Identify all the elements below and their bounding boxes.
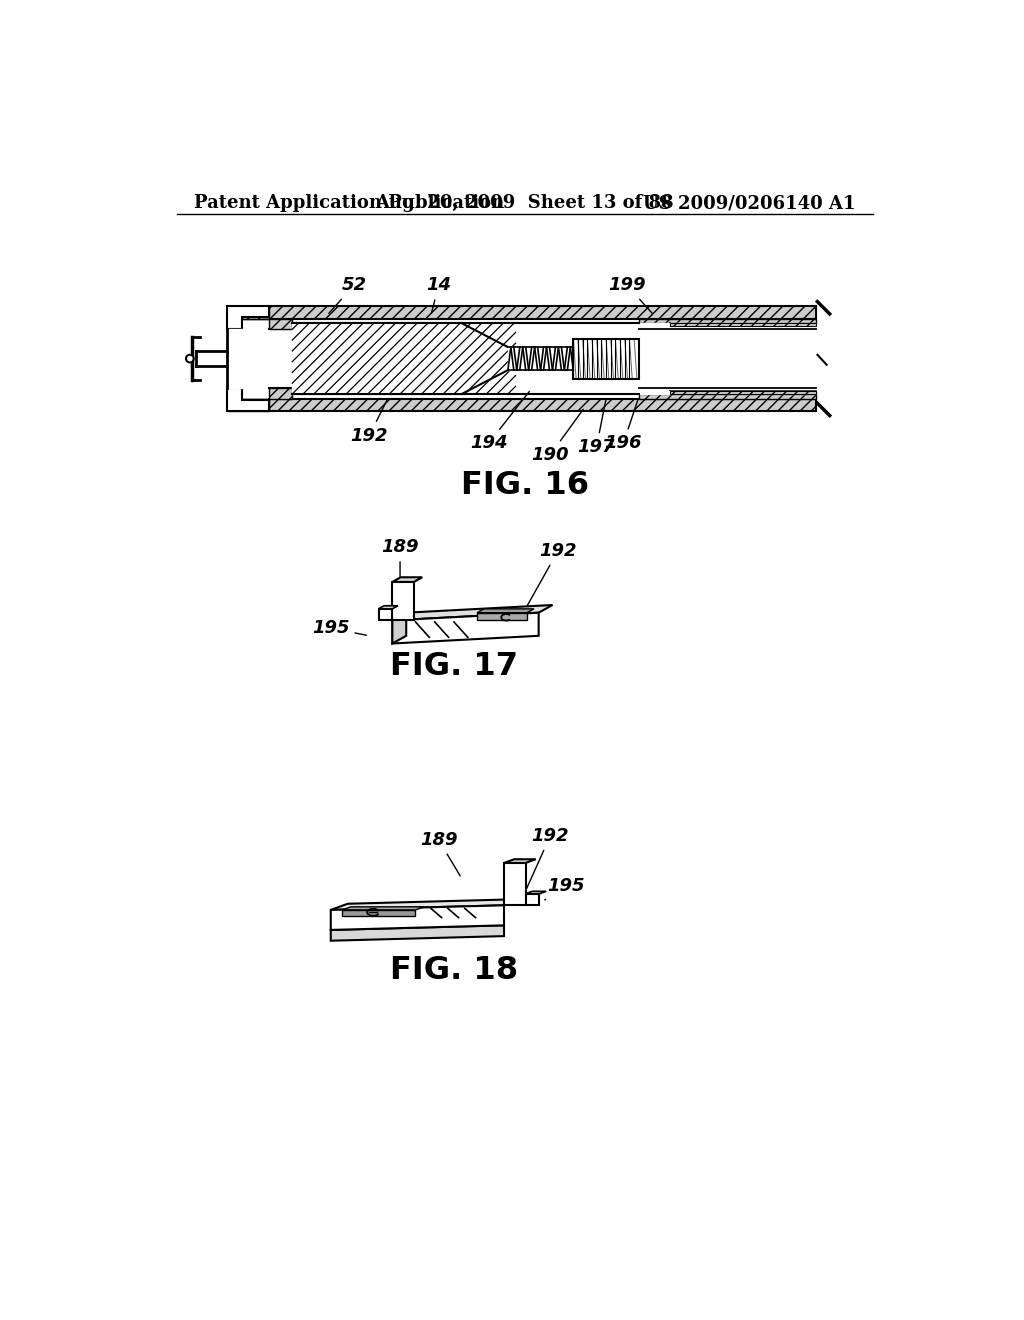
Text: FIG. 18: FIG. 18: [390, 956, 518, 986]
Polygon shape: [639, 318, 816, 323]
Polygon shape: [477, 612, 527, 620]
Polygon shape: [331, 925, 504, 941]
Polygon shape: [670, 323, 816, 326]
Polygon shape: [392, 612, 407, 644]
Polygon shape: [504, 863, 525, 906]
Polygon shape: [243, 399, 269, 400]
Polygon shape: [392, 582, 414, 620]
Polygon shape: [525, 891, 546, 894]
Text: 189: 189: [381, 539, 419, 583]
Polygon shape: [226, 306, 269, 318]
Text: 197: 197: [578, 400, 615, 457]
Text: 195: 195: [545, 876, 585, 900]
Text: FIG. 17: FIG. 17: [390, 651, 518, 682]
Polygon shape: [379, 606, 398, 609]
Text: Patent Application Publication: Patent Application Publication: [194, 194, 504, 213]
Polygon shape: [379, 609, 392, 620]
Text: US 2009/0206140 A1: US 2009/0206140 A1: [643, 194, 856, 213]
Polygon shape: [477, 609, 535, 612]
Polygon shape: [331, 899, 521, 909]
Polygon shape: [226, 399, 269, 411]
Text: 192: 192: [524, 543, 577, 610]
Polygon shape: [243, 317, 269, 318]
Text: 189: 189: [420, 830, 460, 876]
Polygon shape: [392, 577, 422, 582]
Polygon shape: [269, 306, 816, 318]
Bar: [573, 339, 639, 379]
Text: FIG. 16: FIG. 16: [461, 470, 589, 502]
Text: 195: 195: [312, 619, 367, 638]
Polygon shape: [504, 859, 536, 863]
Polygon shape: [525, 894, 540, 906]
Polygon shape: [670, 391, 816, 395]
Text: 196: 196: [604, 400, 642, 453]
Text: 52: 52: [329, 276, 367, 313]
Polygon shape: [331, 906, 504, 929]
Polygon shape: [639, 395, 816, 399]
Circle shape: [186, 355, 194, 363]
Text: 14: 14: [426, 276, 451, 313]
Polygon shape: [269, 388, 292, 399]
Text: Aug. 20, 2009  Sheet 13 of 88: Aug. 20, 2009 Sheet 13 of 88: [376, 194, 674, 213]
Polygon shape: [342, 907, 424, 909]
Polygon shape: [269, 318, 292, 330]
Text: 192: 192: [524, 828, 569, 894]
Polygon shape: [269, 399, 816, 411]
Polygon shape: [226, 306, 269, 330]
Polygon shape: [392, 605, 553, 620]
Text: 199: 199: [608, 276, 652, 313]
Text: 190: 190: [531, 409, 584, 463]
Polygon shape: [342, 909, 416, 916]
Polygon shape: [226, 388, 269, 411]
Text: 194: 194: [470, 392, 529, 453]
Text: 192: 192: [350, 400, 388, 445]
Polygon shape: [392, 612, 539, 644]
